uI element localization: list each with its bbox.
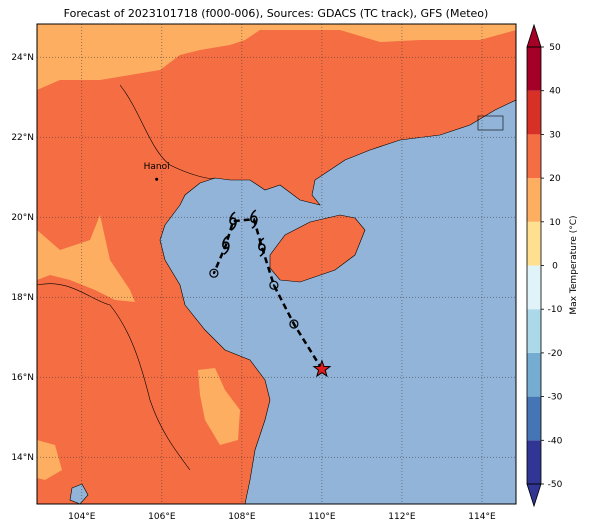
- colorbar-band: [527, 90, 541, 135]
- track-point-dot: [212, 272, 215, 275]
- title: Forecast of 2023101718 (f000-006), Sourc…: [64, 7, 489, 20]
- track-point-dot: [272, 284, 275, 287]
- colorbar-extend-top: [526, 23, 542, 48]
- colorbar-tick-label: -30: [548, 393, 563, 403]
- colorbar-extend-bottom: [526, 483, 542, 508]
- colorbar-band: [527, 396, 541, 441]
- lat-tick-label: 24°N: [11, 53, 34, 63]
- lat-tick-label: 20°N: [11, 213, 34, 223]
- lon-tick-label: 106°E: [148, 512, 176, 522]
- colorbar-band: [527, 265, 541, 310]
- lon-tick-label: 110°E: [308, 512, 336, 522]
- typhoon-symbol: [250, 209, 258, 229]
- place-dot: [155, 177, 159, 181]
- colorbar-band: [527, 178, 541, 222]
- colorbar-band: [527, 47, 541, 91]
- typhoon-symbol: [222, 235, 230, 255]
- colorbar-band: [527, 440, 541, 484]
- lat-tick-label: 18°N: [11, 293, 34, 303]
- lon-tick-label: 114°E: [468, 512, 496, 522]
- cool-land: [37, 440, 62, 480]
- map-frame: [36, 23, 517, 505]
- cool-land: [198, 368, 240, 445]
- colorbar-tick-label: 50: [549, 43, 561, 53]
- colorbar-tick-label: 40: [549, 87, 561, 97]
- track-point-dot: [292, 323, 295, 325]
- sea: [159, 99, 516, 504]
- colorbar-tick-label: 20: [549, 174, 561, 184]
- lat-tick-label: 16°N: [11, 373, 34, 383]
- colorbar-tick-label: 0: [552, 262, 558, 272]
- hainan: [269, 214, 366, 283]
- cool-land: [37, 215, 135, 302]
- lon-tick-label: 108°E: [228, 512, 256, 522]
- typhoon-symbol: [258, 237, 266, 257]
- place-label: Hanoi: [144, 162, 170, 172]
- lake: [69, 483, 89, 504]
- lat-tick-label: 22°N: [11, 133, 34, 143]
- colorbar-tick-label: 10: [549, 218, 561, 228]
- track-star: [312, 359, 332, 378]
- lon-tick-label: 104°E: [68, 512, 96, 522]
- lon-tick-label: 112°E: [388, 512, 416, 522]
- colorbar-tick-label: -40: [548, 436, 563, 446]
- typhoon-symbol: [229, 211, 237, 231]
- colorbar-label: Max Temperature (°C): [569, 215, 579, 314]
- colorbar-band: [527, 221, 541, 266]
- colorbar: -50 -40 -30 -20 -10 0 10 20 30 40 50: [526, 23, 563, 508]
- lat-tick-label: 14°N: [11, 453, 34, 463]
- colorbar-tick-label: -50: [548, 480, 563, 490]
- border: [119, 84, 216, 179]
- border: [37, 283, 191, 471]
- track: [209, 209, 332, 378]
- track-line: [212, 217, 323, 370]
- colorbar-tick-label: 30: [549, 130, 561, 140]
- grid: [37, 24, 516, 504]
- track-point: [269, 280, 279, 290]
- map-area: [37, 24, 516, 504]
- colorbar-band: [527, 134, 541, 179]
- colorbar-band: [527, 352, 541, 397]
- track-point: [209, 268, 219, 278]
- colorbar-tick-label: -20: [548, 349, 563, 359]
- colorbar-band: [527, 309, 541, 353]
- colorbar-tick-label: -10: [548, 305, 563, 315]
- cool-land: [37, 24, 516, 90]
- track-point: [289, 319, 299, 329]
- inset-box: [477, 115, 504, 131]
